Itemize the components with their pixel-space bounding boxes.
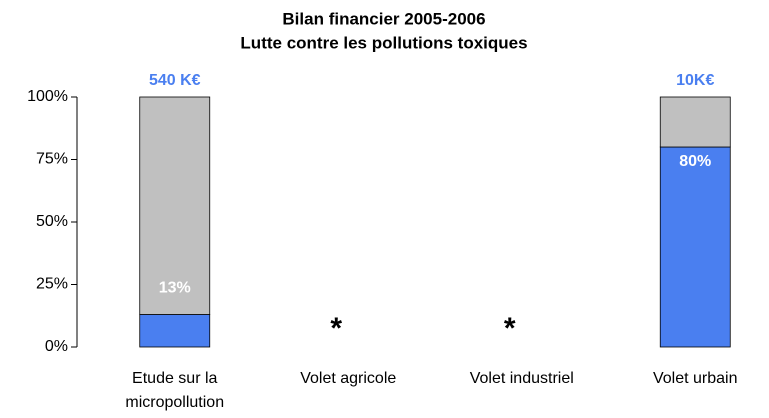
data-label: 13% <box>159 280 191 297</box>
top-label: 540 K€ <box>149 72 201 89</box>
x-tick-label: Etude sur la micropollution <box>125 370 225 411</box>
data-label: 80% <box>679 153 711 170</box>
bar-segment <box>659 146 731 348</box>
x-tick-label: Volet urbain <box>652 370 738 387</box>
top-label: 10K€ <box>676 72 714 89</box>
bar-segment <box>139 314 211 348</box>
marker: * <box>504 312 516 345</box>
y-tick-label: 25% <box>36 276 68 293</box>
y-tick-label: 50% <box>36 213 68 230</box>
x-tick-label: Volet agricole <box>300 370 397 387</box>
chart-title: Bilan financier 2005-2006 <box>282 9 485 28</box>
y-tick-label: 0% <box>45 338 68 355</box>
chart-subtitle: Lutte contre les pollutions toxiques <box>240 33 527 52</box>
x-tick-label: Volet industriel <box>469 370 574 387</box>
y-tick-label: 75% <box>36 151 68 168</box>
bar-segment <box>139 96 211 315</box>
marker: * <box>330 312 342 345</box>
y-tick-label: 100% <box>27 88 68 105</box>
bar-segment <box>659 96 731 148</box>
